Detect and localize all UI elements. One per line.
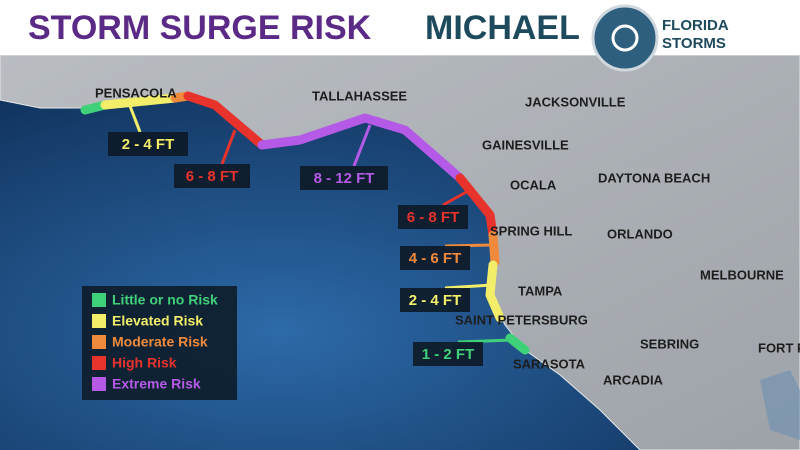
legend-label: Elevated Risk: [112, 313, 203, 329]
logo-icon: [591, 4, 659, 72]
logo-swirl: [611, 24, 639, 52]
coast-segment: [183, 91, 267, 150]
legend-label: High Risk: [112, 355, 177, 371]
surge-label: 6 - 8 FT: [186, 168, 239, 185]
surge-box: [108, 132, 188, 156]
legend-box: [82, 286, 237, 400]
city-label: PENSACOLA: [95, 85, 177, 100]
city-label: SEBRING: [640, 336, 699, 351]
lake: [760, 370, 800, 440]
legend-label: Little or no Risk: [112, 292, 218, 308]
city-label: FORT PI: [758, 340, 800, 355]
leader-line: [457, 338, 513, 344]
legend-label: Moderate Risk: [112, 334, 208, 350]
title: STORM SURGE RISK: [28, 9, 372, 47]
city-label: TAMPA: [518, 283, 563, 298]
surge-label: 2 - 4 FT: [409, 292, 462, 309]
coast-segment: [505, 333, 530, 355]
surge-box: [300, 166, 388, 190]
city-label: DAYTONA BEACH: [598, 170, 710, 185]
labels: PENSACOLA TALLAHASSEE JACKSONVILLE GAINESVI…: [82, 85, 800, 400]
coast-segment: [485, 260, 505, 323]
city-label: JACKSONVILLE: [525, 94, 626, 109]
leader-line: [442, 188, 471, 207]
city-label: OCALA: [510, 177, 557, 192]
city-label: ARCADIA: [603, 372, 664, 387]
surge-box: [400, 246, 470, 270]
city-label: ORLANDO: [607, 226, 673, 241]
city-label: GAINESVILLE: [482, 137, 569, 152]
legend-swatch: [92, 314, 106, 328]
surge-label: 6 - 8 FT: [407, 209, 460, 226]
legend-swatch: [92, 335, 106, 349]
legend-swatch: [92, 377, 106, 391]
logo-text: STORMS: [662, 35, 726, 52]
city-label: SARASOTA: [513, 356, 586, 371]
storm-name: MICHAEL: [425, 9, 580, 47]
surge-box: [400, 288, 470, 312]
city-label: SPRING HILL: [490, 223, 572, 238]
legend-label: Extreme Risk: [112, 376, 201, 392]
surge-label: 4 - 6 FT: [409, 250, 462, 267]
coast-segment: [488, 230, 500, 267]
legend-swatch: [92, 293, 106, 307]
surge-label: 8 - 12 FT: [314, 170, 375, 187]
city-label: MELBOURNE: [700, 267, 784, 282]
logo-text: FLORIDA: [662, 17, 729, 34]
header-bar: [0, 0, 800, 55]
surge-box: [174, 164, 250, 188]
city-label: TALLAHASSEE: [312, 88, 407, 103]
legend-swatch: [92, 356, 106, 370]
leader-line: [220, 129, 237, 165]
leader-line: [352, 124, 372, 167]
city-label: SAINT PETERSBURG: [455, 312, 588, 327]
coast-segment: [257, 113, 465, 183]
surge-box: [413, 342, 483, 366]
coast-segment: [100, 93, 180, 110]
surge-box: [398, 205, 468, 229]
surge-label: 2 - 4 FT: [122, 136, 175, 153]
leader-line: [444, 283, 493, 290]
leader-line: [444, 243, 493, 248]
leader-line: [128, 105, 142, 133]
surge-coast: [80, 91, 530, 355]
surge-label: 1 - 2 FT: [422, 346, 475, 363]
